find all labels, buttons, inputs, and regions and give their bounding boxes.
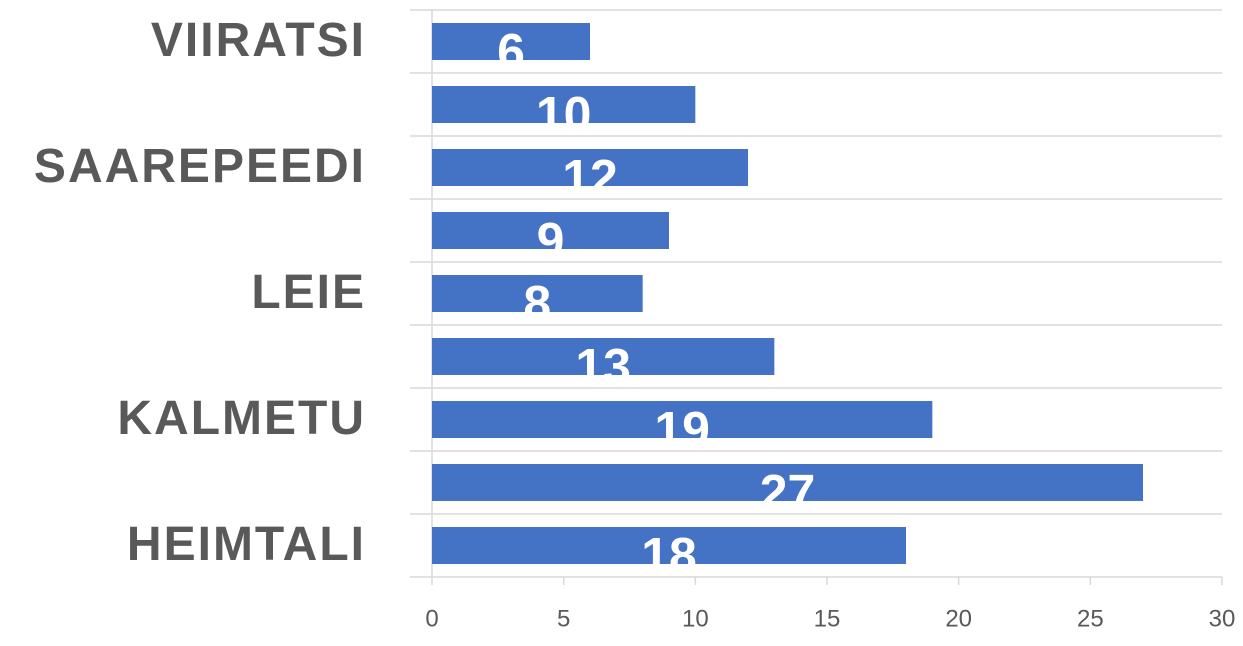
bar bbox=[432, 275, 643, 312]
x-tick-label: 30 bbox=[1209, 605, 1236, 632]
category-label: VIIRATSI bbox=[151, 14, 366, 67]
value-label: 8 bbox=[523, 276, 551, 332]
bar bbox=[432, 464, 1143, 501]
x-tick-label: 0 bbox=[425, 605, 438, 632]
value-label: 9 bbox=[537, 213, 565, 269]
bar bbox=[432, 401, 933, 438]
bar bbox=[432, 149, 748, 186]
x-tick-label: 25 bbox=[1077, 605, 1104, 632]
x-tick-label: 15 bbox=[814, 605, 841, 632]
x-tick-label: 10 bbox=[682, 605, 709, 632]
x-tick-label: 5 bbox=[557, 605, 570, 632]
value-label: 18 bbox=[641, 528, 697, 584]
x-tick-label: 20 bbox=[945, 605, 972, 632]
bar bbox=[432, 23, 590, 60]
bar bbox=[432, 527, 906, 564]
value-label: 12 bbox=[562, 150, 618, 206]
category-label: LEIE bbox=[251, 266, 366, 319]
bar bbox=[432, 86, 696, 123]
value-label: 13 bbox=[575, 339, 631, 395]
category-label: HEIMTALI bbox=[127, 518, 366, 571]
value-label: 10 bbox=[536, 87, 592, 143]
bar bbox=[432, 212, 669, 249]
value-label: 27 bbox=[760, 465, 816, 521]
category-label: SAAREPEEDI bbox=[34, 140, 366, 193]
value-label: 6 bbox=[497, 24, 525, 80]
value-label: 19 bbox=[654, 402, 710, 458]
category-label: KALMETU bbox=[117, 392, 366, 445]
bar bbox=[432, 338, 775, 375]
